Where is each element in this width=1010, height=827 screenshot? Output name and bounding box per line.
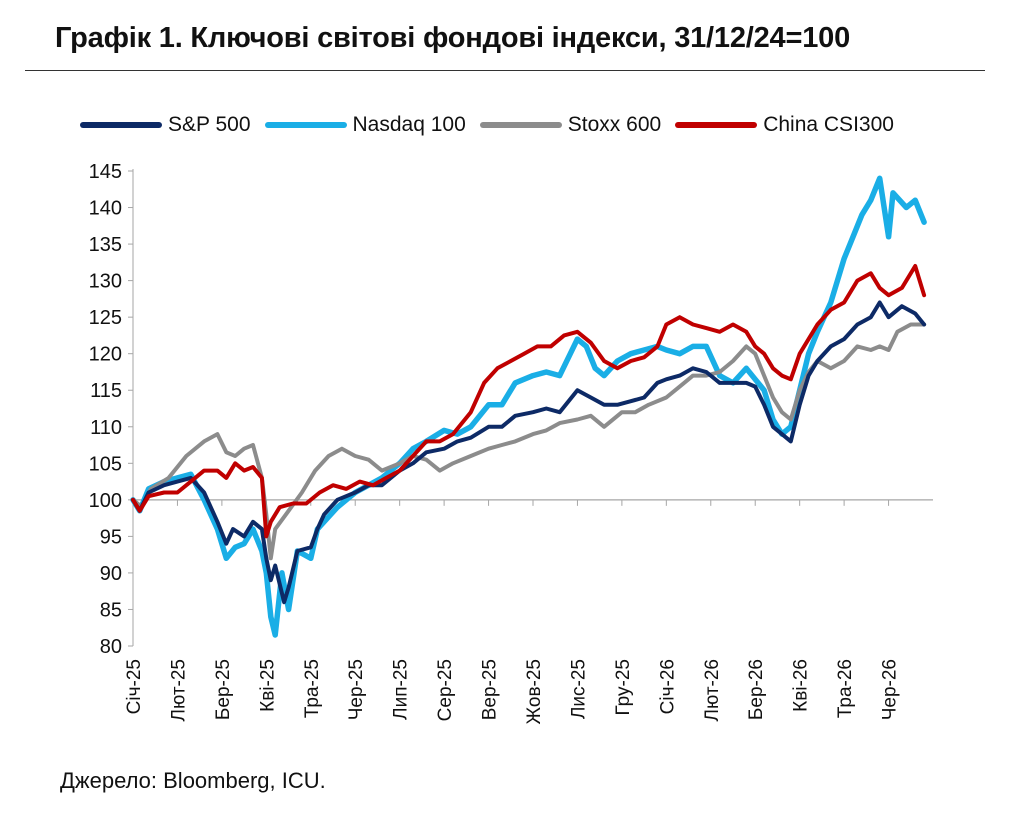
x-tick-label: Кві-26: [791, 659, 812, 712]
legend-label: Stoxx 600: [567, 113, 662, 136]
x-tick-label: Чер-26: [880, 659, 901, 720]
x-tick-label: Лют-25: [168, 659, 189, 721]
y-tick-label: 115: [90, 380, 122, 402]
legend-label: China CSI300: [763, 113, 894, 136]
chart-title: Графік 1. Ключові світові фондові індекс…: [55, 22, 850, 54]
series-line-s-p-500: [131, 300, 927, 605]
legend-label: S&P 500: [168, 113, 251, 136]
x-tick-label: Гру-25: [613, 659, 634, 716]
x-tick-label: Бер-25: [213, 659, 234, 720]
x-tick-label: Січ-26: [657, 659, 678, 714]
legend-item: Stoxx 600: [479, 113, 662, 137]
x-tick-label: Січ-25: [124, 659, 145, 714]
x-tick-label: Сер-25: [435, 659, 456, 721]
y-tick-label: 85: [100, 599, 122, 621]
series-line-stoxx-600: [131, 322, 927, 561]
x-tick-label: Чер-25: [346, 659, 367, 720]
y-tick-label: 105: [89, 453, 122, 475]
chart-legend: S&P 500 Nasdaq 100 Stoxx 600 China CSI300: [80, 110, 908, 140]
x-tick-label: Лют-26: [702, 659, 723, 721]
legend-item: China CSI300: [675, 113, 894, 137]
x-tick-label: Бер-26: [746, 659, 767, 720]
legend-item: Nasdaq 100: [264, 113, 466, 137]
legend-swatch: [80, 122, 162, 128]
title-divider: [25, 70, 985, 71]
y-tick-label: 145: [89, 161, 122, 183]
y-tick-label: 100: [89, 490, 122, 512]
x-tick-label: Жов-25: [524, 659, 545, 724]
legend-item: S&P 500: [80, 113, 251, 137]
x-tick-label: Вер-25: [480, 659, 501, 720]
y-tick-label: 90: [100, 563, 122, 585]
y-tick-label: 80: [100, 636, 122, 658]
y-tick-label: 120: [89, 344, 122, 366]
x-tick-label: Лип-25: [391, 659, 412, 720]
y-tick-label: 95: [100, 526, 122, 548]
y-tick-label: 135: [89, 234, 122, 256]
series-line-nasdaq-100: [130, 175, 927, 638]
legend-swatch: [675, 122, 758, 128]
x-tick-label: Лис-25: [568, 659, 589, 719]
y-tick-label: 110: [90, 417, 122, 439]
y-tick-label: 130: [89, 271, 122, 293]
y-tick-label: 140: [89, 198, 122, 220]
y-tick-label: 125: [89, 307, 122, 329]
series-line-china-csi300: [131, 264, 927, 539]
x-tick-label: Тра-26: [835, 659, 856, 718]
x-tick-label: Тра-25: [302, 659, 323, 718]
source-note: Джерело: Bloomberg, ICU.: [60, 768, 326, 793]
legend-swatch: [264, 122, 347, 128]
legend-label: Nasdaq 100: [352, 113, 466, 136]
legend-swatch: [479, 122, 562, 128]
x-tick-label: Кві-25: [257, 659, 278, 712]
